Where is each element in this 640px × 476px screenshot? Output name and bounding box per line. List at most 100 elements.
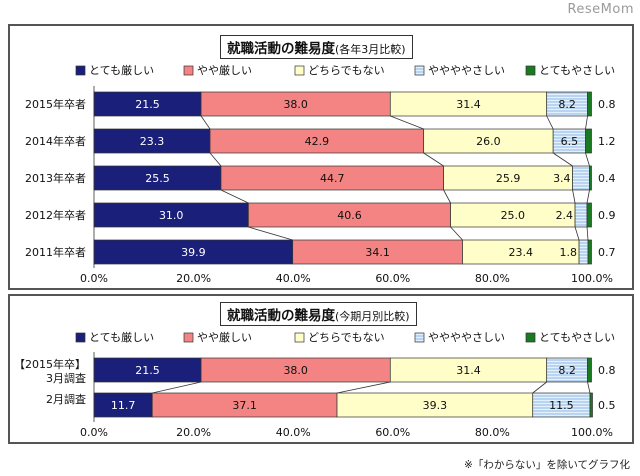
data-label: 31.4: [456, 364, 481, 377]
connector-line: [336, 381, 391, 394]
legend-label: ややややさしい: [428, 331, 505, 344]
x-tick-label: 100.0%: [571, 426, 613, 439]
connector-line: [200, 115, 211, 130]
legend-item: どちらでもない: [294, 64, 385, 77]
bar-segment: [572, 165, 590, 191]
data-label: 37.1: [232, 399, 257, 412]
bar-segment: [450, 202, 576, 228]
connector-line: [552, 152, 573, 167]
connector-line: [587, 381, 591, 394]
x-tick-label: 20.0%: [176, 272, 211, 285]
x-tick-label: 40.0%: [276, 272, 311, 285]
legend-label: とても厳しい: [89, 63, 154, 77]
x-tick-label: 20.0%: [176, 426, 211, 439]
category-label: 【2015年卒】: [14, 357, 86, 371]
bar-segment: [546, 357, 588, 383]
legend-swatch: [75, 65, 86, 76]
bar-segment: [93, 202, 249, 228]
bar-segment: [93, 128, 211, 154]
data-label: 23.3: [140, 135, 165, 148]
bar-segment: [423, 128, 554, 154]
connector-line: [248, 226, 293, 241]
bar-segment: [462, 239, 580, 265]
legend-item: どちらでもない: [294, 331, 385, 344]
bar-segment: [209, 128, 425, 154]
data-label: 0.7: [598, 246, 616, 259]
connector-line: [209, 152, 222, 167]
legend-item: とても厳しい: [75, 63, 154, 77]
x-tick-label: 0.0%: [80, 272, 108, 285]
chart-panel-monthly: 就職活動の難易度(今期月別比較) とても厳しい やや厳しい どちらでもない ややややさ…: [8, 294, 634, 444]
footnote: ※「わからない」を除いてグラフ化: [464, 459, 630, 471]
data-label: 0.8: [598, 98, 616, 111]
bar-segment: [586, 202, 592, 228]
legend-swatch: [75, 332, 86, 343]
bar-segment: [587, 91, 592, 117]
legend-item: やや厳しい: [183, 330, 252, 344]
chart-subtitle-text: (各年3月比較): [335, 43, 406, 56]
connector-line: [532, 381, 547, 394]
category-label: 2014年卒者: [25, 134, 86, 148]
x-tick-label: 40.0%: [276, 426, 311, 439]
data-label: 3.4: [553, 172, 571, 185]
data-label: 26.0: [476, 135, 501, 148]
chart-title-text: 就職活動の難易度: [227, 308, 335, 324]
chart-monthly: とても厳しい やや厳しい どちらでもない ややややさしい とてもやさしい 21.5 38.0…: [14, 330, 616, 439]
legend-item: ややややさしい: [414, 331, 505, 344]
category-label: 2012年卒者: [25, 208, 86, 222]
bar-segment: [151, 392, 338, 418]
bar-segment: [574, 202, 588, 228]
data-label: 11.5: [549, 399, 574, 412]
data-label: 25.5: [145, 172, 170, 185]
bar-segment: [587, 239, 592, 265]
data-label: 31.0: [159, 209, 184, 222]
connector-line: [450, 226, 463, 241]
data-label: 8.2: [558, 364, 576, 377]
connector-line: [546, 115, 554, 130]
chart-yearly: とても厳しい やや厳しい どちらでもない ややややさしい とてもやさしい 21.5 38.0…: [25, 63, 616, 285]
chart-title-yearly: 就職活動の難易度(各年3月比較): [220, 35, 413, 59]
legend-item: やや厳しい: [183, 63, 252, 77]
legend-label: とてもやさしい: [539, 331, 615, 344]
connector-line: [152, 381, 202, 394]
connector-line: [443, 189, 451, 204]
bar-segment: [220, 165, 444, 191]
data-label: 31.4: [456, 98, 481, 111]
connector-line: [572, 189, 576, 204]
x-tick-label: 60.0%: [375, 272, 410, 285]
data-label: 44.7: [320, 172, 345, 185]
legend-label: とてもやさしい: [539, 64, 615, 77]
chart-title-text: 就職活動の難易度: [227, 41, 335, 57]
data-label: 0.8: [598, 364, 616, 377]
data-label: 2.4: [556, 209, 574, 222]
connector-line: [586, 189, 590, 204]
data-label: 0.5: [598, 399, 616, 412]
chart-subtitle-text: (今期月別比較): [335, 310, 410, 323]
connector-line: [574, 226, 580, 241]
bar-segment: [443, 165, 573, 191]
legend-label: どちらでもない: [308, 64, 385, 77]
legend-swatch: [294, 332, 305, 343]
bar-segment: [589, 392, 593, 418]
bar-segment: [552, 128, 586, 154]
legend-label: ややややさしい: [428, 64, 505, 77]
legend-item: ややややさしい: [414, 64, 505, 77]
connector-line: [585, 115, 588, 130]
legend-item: とてもやさしい: [525, 331, 615, 344]
bar-segment: [585, 128, 592, 154]
bar-segment: [589, 165, 592, 191]
bar-segment: [546, 91, 588, 117]
bar-segment: [587, 357, 592, 383]
bar-segment: [532, 392, 591, 418]
category-label: 2015年卒者: [25, 97, 86, 111]
x-tick-label: 100.0%: [571, 272, 613, 285]
data-label: 34.1: [365, 246, 390, 259]
legend-label: やや厳しい: [197, 63, 252, 77]
data-label: 11.7: [111, 399, 136, 412]
bar-segment: [200, 91, 391, 117]
chart-title-monthly: 就職活動の難易度(今期月別比較): [220, 302, 417, 326]
data-label: 40.6: [337, 209, 362, 222]
legend-swatch: [414, 65, 425, 76]
connector-line: [586, 226, 589, 241]
category-label: 2011年卒者: [25, 245, 86, 259]
